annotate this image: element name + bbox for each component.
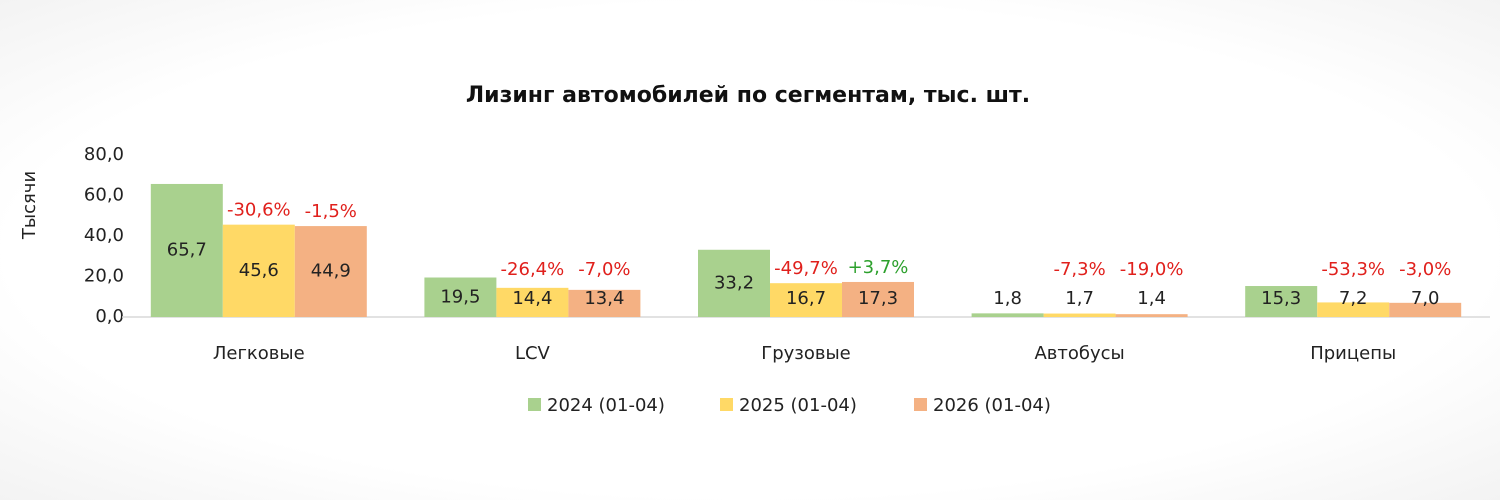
legend-swatch — [528, 398, 541, 411]
bar — [568, 289, 641, 317]
bar — [698, 249, 770, 317]
value-label: 7,0 — [1411, 288, 1440, 309]
legend-swatch — [720, 398, 733, 411]
x-tick-label: Прицепы — [1310, 343, 1396, 364]
bar — [150, 183, 223, 317]
value-label: 16,7 — [786, 288, 826, 309]
legend-swatch — [914, 398, 927, 411]
value-label: 15,3 — [1261, 288, 1301, 309]
change-label: -30,6% — [227, 200, 291, 221]
value-label: 1,8 — [993, 288, 1022, 309]
value-label: 65,7 — [167, 239, 207, 260]
x-tick-label: Легковые — [213, 343, 305, 364]
chart-title: Лизинг автомобилей по сегментам, тыс. шт… — [466, 83, 1030, 108]
value-label: 14,4 — [512, 288, 552, 309]
change-label: -3,0% — [1399, 259, 1451, 280]
bar — [294, 226, 367, 317]
x-tick-label: Грузовые — [761, 343, 851, 364]
legend-label: 2025 (01-04) — [739, 395, 857, 416]
value-label: 44,9 — [311, 261, 351, 282]
bar — [424, 277, 497, 317]
y-tick-label: 40,0 — [84, 225, 124, 246]
x-tick-label: Автобусы — [1034, 343, 1124, 364]
change-label: -26,4% — [501, 259, 565, 280]
change-label: +3,7% — [848, 257, 909, 278]
change-label: -7,3% — [1053, 259, 1105, 280]
bar — [496, 287, 569, 317]
change-label: -1,5% — [305, 201, 357, 222]
bar — [222, 224, 295, 317]
bar — [1115, 314, 1188, 317]
bar — [1317, 302, 1390, 317]
value-label: 45,6 — [239, 260, 279, 281]
value-label: 1,7 — [1065, 288, 1094, 309]
bar — [1389, 302, 1462, 317]
value-label: 13,4 — [584, 288, 624, 309]
legend-label: 2024 (01-04) — [547, 395, 665, 416]
x-tick-label: LCV — [515, 343, 551, 364]
value-label: 33,2 — [714, 272, 754, 293]
value-label: 1,4 — [1137, 288, 1166, 309]
change-label: -19,0% — [1120, 259, 1184, 280]
y-tick-label: 80,0 — [84, 144, 124, 165]
bar — [1043, 313, 1116, 317]
y-axis-title: Тысячи — [19, 171, 40, 240]
value-label: 7,2 — [1339, 288, 1368, 309]
y-tick-label: 0,0 — [95, 306, 124, 327]
y-tick-label: 60,0 — [84, 185, 124, 206]
y-tick-label: 20,0 — [84, 266, 124, 287]
bar — [770, 283, 842, 317]
change-label: -49,7% — [774, 258, 838, 279]
change-label: -53,3% — [1321, 259, 1385, 280]
value-label: 17,3 — [858, 288, 898, 309]
bar — [971, 313, 1044, 317]
legend-label: 2026 (01-04) — [933, 395, 1051, 416]
bar — [1245, 286, 1318, 317]
change-label: -7,0% — [578, 259, 630, 280]
value-label: 19,5 — [440, 286, 480, 307]
bar — [842, 281, 914, 317]
